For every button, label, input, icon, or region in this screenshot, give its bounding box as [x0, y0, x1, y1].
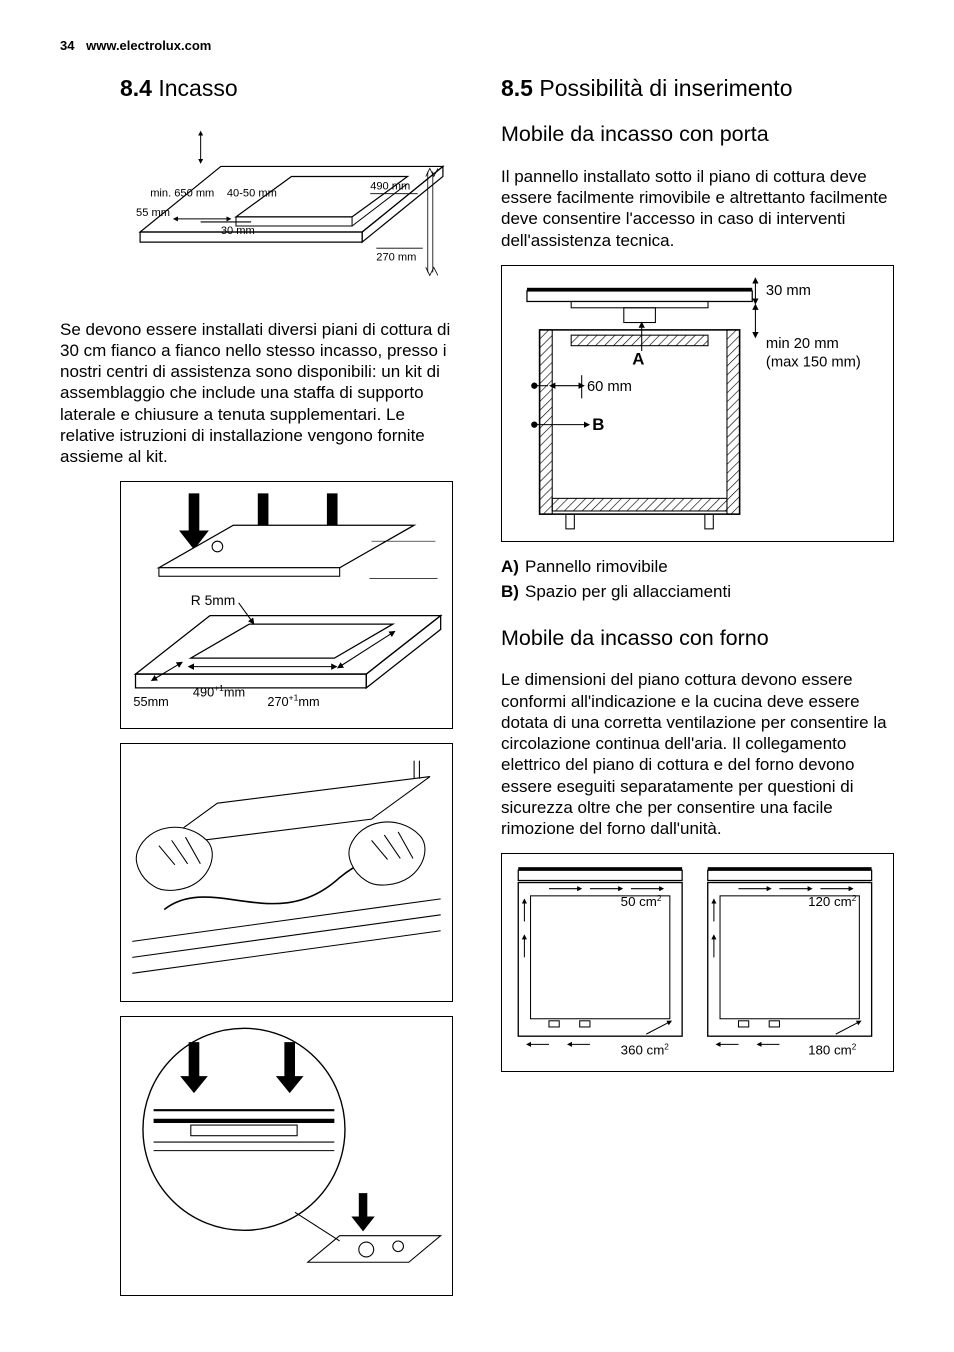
figure-cutout-dims: R 5mm 55mm 490+1mm 270+1mm	[120, 481, 453, 729]
legend-b: B) Spazio per gli allacciamenti	[501, 581, 894, 602]
dim2-270: 270	[267, 694, 288, 709]
site-url: www.electrolux.com	[86, 38, 211, 53]
figure-cabinet-section: 30 mm min 20 mm (max 150 mm) A 60 mm B	[501, 265, 894, 542]
dim-490: 490 mm	[370, 181, 410, 193]
subsection-oven-title: Mobile da incasso con forno	[501, 625, 894, 652]
svg-text:490+1mm: 490+1mm	[193, 684, 245, 700]
dim2-490-sup: +1	[214, 684, 224, 694]
page-number: 34	[60, 38, 74, 53]
v120sq: 2	[852, 894, 857, 903]
dim3-60: 60 mm	[587, 379, 632, 395]
figure-hands-seal	[120, 743, 453, 1002]
oven-ventilation-svg: 50 cm2 360 cm2	[508, 860, 887, 1065]
right-para-1: Il pannello installato sotto il piano di…	[501, 166, 894, 251]
label-A: A	[632, 350, 644, 369]
dim3-30: 30 mm	[766, 283, 811, 299]
dim-40-50: 40-50 mm	[227, 188, 277, 200]
dim-30: 30 mm	[221, 225, 255, 237]
left-column: 8.4 Incasso	[60, 74, 453, 1296]
dim3-min20: min 20 mm	[766, 336, 839, 352]
svg-text:360 cm2: 360 cm2	[621, 1043, 670, 1058]
dim3-max150: (max 150 mm)	[766, 355, 861, 371]
dim-270: 270 mm	[376, 251, 416, 263]
clip-detail-svg	[127, 1023, 446, 1289]
right-para-2: Le dimensioni del piano cottura devono e…	[501, 669, 894, 839]
section-8-5-title: 8.5 Possibilità di inserimento	[501, 74, 894, 103]
cabinet-section-svg: 30 mm min 20 mm (max 150 mm) A 60 mm B	[508, 272, 887, 535]
dim2-490-unit: mm	[224, 685, 245, 700]
v180sq: 2	[852, 1043, 857, 1052]
dim2-490-group: 490+1mm	[193, 684, 245, 700]
svg-text:270+1mm: 270+1mm	[267, 693, 319, 709]
cutout-dims-svg: R 5mm 55mm 490+1mm 270+1mm	[127, 488, 446, 722]
svg-text:180 cm2: 180 cm2	[808, 1043, 857, 1058]
dim-r5: R 5mm	[191, 592, 236, 608]
dim-55: 55 mm	[136, 207, 170, 219]
hands-seal-svg	[127, 750, 446, 995]
right-column: 8.5 Possibilità di inserimento Mobile da…	[501, 74, 894, 1296]
dim2-270-unit: mm	[298, 694, 319, 709]
dim-min650: min. 650 mm	[150, 188, 214, 200]
v50: 50 cm	[621, 895, 657, 910]
legend-a: A) Pannello rimovibile	[501, 556, 894, 577]
page-header: 34 www.electrolux.com	[60, 38, 894, 54]
section-8-4-title: 8.4 Incasso	[60, 74, 453, 103]
svg-text:50 cm2: 50 cm2	[621, 894, 662, 909]
figure-oven-ventilation: 50 cm2 360 cm2	[501, 853, 894, 1072]
dim2-490: 490	[193, 685, 214, 700]
dim2-270-group: 270+1mm	[267, 693, 319, 709]
v360sq: 2	[664, 1043, 669, 1052]
cutout-iso-svg: min. 650 mm 40-50 mm 55 mm 30 mm 490 mm …	[130, 121, 453, 303]
v120: 120 cm	[808, 895, 852, 910]
legend-list: A) Pannello rimovibile B) Spazio per gli…	[501, 556, 894, 603]
v360: 360 cm	[621, 1043, 665, 1058]
v50sq: 2	[657, 894, 662, 903]
svg-text:120 cm2: 120 cm2	[808, 894, 857, 909]
v180: 180 cm	[808, 1043, 852, 1058]
dim2-55: 55mm	[133, 694, 168, 709]
dim2-270-sup: +1	[289, 693, 299, 703]
label-B: B	[592, 415, 604, 434]
figure-clip-detail	[120, 1016, 453, 1296]
left-para-1: Se devono essere installati diversi pian…	[60, 319, 453, 468]
two-column-layout: 8.4 Incasso	[60, 74, 894, 1296]
subsection-door-title: Mobile da incasso con porta	[501, 121, 894, 148]
figure-cutout-iso: min. 650 mm 40-50 mm 55 mm 30 mm 490 mm …	[60, 121, 453, 303]
